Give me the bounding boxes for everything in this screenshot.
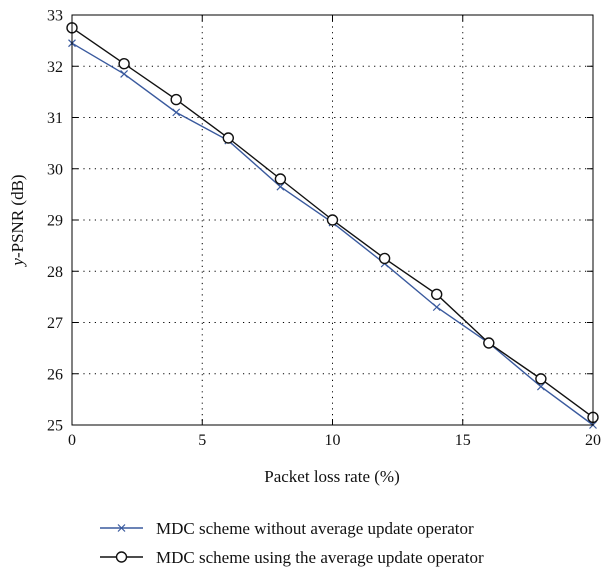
grid-lines	[72, 15, 593, 425]
legend: MDC scheme without average update operat…	[100, 519, 484, 567]
series-with-update-point	[535, 373, 547, 385]
series-without-update-point	[432, 303, 441, 312]
y-tick-label: 29	[47, 213, 63, 230]
legend-item-without-update-label: MDC scheme without average update operat…	[156, 519, 474, 538]
series-with-update-point	[222, 132, 235, 144]
y-axis-title: y-PSNR (dB)	[8, 174, 27, 267]
y-tick-label: 26	[47, 366, 63, 383]
series-with-update-point	[274, 173, 287, 185]
series-with-update-point	[378, 252, 391, 265]
series-without-update-point	[536, 382, 545, 391]
y-tick-label: 27	[47, 315, 63, 332]
legend-item-without-update-swatch-marker-stroke-b	[117, 524, 126, 532]
x-tick-label: 0	[68, 432, 76, 449]
y-tick-label: 28	[47, 264, 63, 281]
series-with-update-point	[326, 214, 339, 226]
series-without-update-point-stroke-b	[536, 382, 545, 391]
x-tick-label: 20	[585, 432, 601, 449]
axis-ticks: 0 5 10 15 20 25 26 27 28 29 30 31 32 33	[47, 8, 601, 450]
series-layer	[66, 22, 599, 429]
series-without-update-point-stroke-b	[276, 182, 285, 191]
series-without-update-point	[172, 108, 181, 117]
y-axis-title-variable: y	[8, 258, 27, 268]
series-with-update-point	[483, 337, 495, 349]
series-without-update	[68, 39, 597, 429]
series-with-update-point	[118, 57, 130, 70]
series-with-update-point	[170, 93, 182, 106]
x-axis-title: Packet loss rate (%)	[264, 467, 399, 486]
series-without-update-point	[276, 182, 285, 191]
series-without-update-point	[120, 70, 129, 78]
series-with-update	[66, 22, 599, 424]
x-tick-label: 5	[198, 432, 206, 449]
series-without-update-point-stroke-b	[120, 70, 129, 78]
series-with-update-point	[431, 288, 443, 301]
series-without-update-line	[71, 42, 594, 426]
y-tick-label: 25	[47, 418, 63, 435]
y-axis-title-rest: -PSNR (dB)	[8, 174, 27, 258]
x-tick-label: 10	[325, 432, 341, 449]
legend-item-with-update: MDC scheme using the average update oper…	[100, 548, 484, 567]
x-tick-label: 15	[455, 432, 471, 449]
series-without-update-point-stroke-b	[172, 108, 181, 117]
legend-item-without-update-swatch-marker	[117, 524, 126, 532]
y-tick-label: 30	[47, 161, 63, 178]
legend-item-without-update: MDC scheme without average update operat…	[100, 519, 474, 538]
legend-item-with-update-swatch-marker	[115, 551, 128, 563]
y-tick-label: 33	[47, 8, 63, 25]
y-tick-label: 32	[47, 59, 63, 76]
legend-item-with-update-label: MDC scheme using the average update oper…	[156, 548, 484, 567]
series-without-update-point-stroke-b	[432, 303, 441, 312]
y-tick-label: 31	[47, 110, 63, 127]
